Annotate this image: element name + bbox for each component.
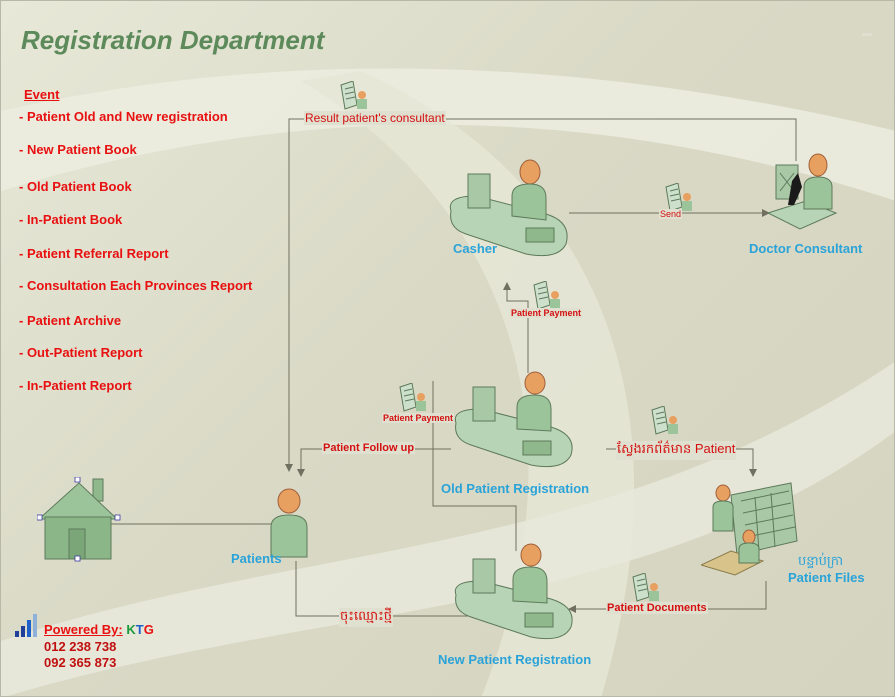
brand-letter-k: K [126, 622, 136, 637]
event-item: - Out-Patient Report [19, 345, 143, 360]
edge-label-register-new: ចុះឈ្មោះថ្មី [339, 608, 394, 627]
document-person-icon [399, 383, 426, 412]
doctor-consultant-label: Doctor Consultant [749, 241, 863, 256]
new-registration-workstation-icon [454, 543, 573, 640]
brand-letter-g: G [143, 622, 154, 637]
edge-label-payment-top: Patient Payment [510, 308, 583, 318]
event-heading: Event [24, 87, 60, 102]
event-item: - Old Patient Book [19, 179, 132, 194]
page-title: Registration Department [21, 25, 325, 55]
patient-files-icon [701, 482, 798, 576]
document-person-icon [533, 281, 560, 310]
edge-payment-top [503, 282, 529, 373]
powered-by-label: Powered By: [44, 622, 123, 637]
event-item: - In-Patient Report [19, 378, 132, 393]
patients-label: Patients [231, 551, 282, 566]
edge-label-search-info: ស្វែងរកព័ត៌មាន Patient [616, 441, 737, 460]
edge-label-result-consultant: Result patient's consultant [304, 111, 446, 125]
document-person-icon [340, 81, 367, 110]
window-close-mark [862, 33, 872, 36]
event-item: - Consultation Each Provinces Report [19, 278, 253, 293]
phone-number: 092 365 873 [44, 655, 117, 670]
event-item: - Patient Old and New registration [19, 109, 228, 124]
patient-files-khmer-label: បន្ទាប់ក្រា [798, 553, 844, 568]
old-registration-label: Old Patient Registration [441, 481, 590, 496]
brand-letter-t: T [135, 622, 144, 637]
edge-old-to-new [432, 456, 517, 551]
doctor-consultant-icon [766, 153, 838, 230]
edge-label-patient-documents: Patient Documents [606, 602, 708, 614]
event-item: - Patient Referral Report [19, 246, 169, 261]
phone-number: 012 238 738 [44, 639, 117, 654]
signal-bars-icon [15, 614, 37, 637]
event-item: - In-Patient Book [19, 212, 123, 227]
new-registration-label: New Patient Registration [438, 652, 592, 667]
event-item: - Patient Archive [19, 313, 122, 328]
house-icon [37, 477, 121, 562]
edge-result-consultant [285, 118, 797, 472]
patient-files-label: Patient Files [788, 570, 865, 585]
event-item: - New Patient Book [19, 142, 137, 157]
powered-by: Powered By: KTG [44, 622, 154, 637]
document-person-icon [651, 406, 678, 435]
casher-label: Casher [453, 241, 498, 256]
edge-label-payment-left: Patient Payment [382, 413, 455, 423]
edge-register-new [295, 561, 492, 620]
old-registration-workstation-icon [454, 371, 573, 468]
edge-label-send: Send [659, 209, 683, 219]
document-person-icon [665, 183, 692, 212]
patient-figure-icon [270, 488, 308, 558]
edge-label-follow-up: Patient Follow up [322, 442, 416, 454]
casher-workstation-icon [449, 159, 568, 257]
document-person-icon [632, 573, 659, 602]
